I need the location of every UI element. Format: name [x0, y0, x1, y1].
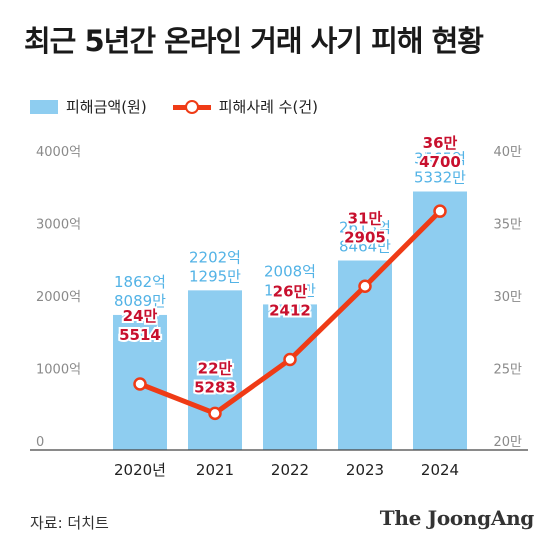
right-axis-tick-label: 35만: [493, 218, 522, 233]
bar-value-label-line1: 1862억: [114, 273, 166, 291]
line-value-label-line1: 36만: [423, 134, 458, 152]
bar-value-label-line1: 2613억: [339, 218, 391, 236]
legend-swatch-bar: [30, 99, 58, 114]
line-value-label-line1: 31만: [348, 209, 383, 227]
bar-amount: [413, 191, 467, 450]
x-axis-category-label: 2021: [196, 461, 234, 479]
legend-label-amount: 피해금액(원): [66, 98, 147, 116]
cases-point: [283, 352, 297, 367]
left-axis-tick-label: 3000억: [36, 218, 81, 233]
cases-point: [433, 204, 447, 218]
cases-point: [133, 377, 147, 391]
bar-value-label-line2: 8089만: [114, 292, 166, 310]
right-axis-tick-label: 40만: [493, 145, 522, 160]
bar-value-label-line2: 5332만: [414, 168, 466, 186]
x-axis-category-label: 2022: [271, 461, 309, 479]
right-axis-tick-label: 30만: [493, 290, 522, 305]
left-axis-tick-label: 0: [36, 435, 44, 450]
line-value-label-line2: 2412: [269, 302, 311, 320]
cases-point: [358, 279, 372, 294]
bar-value-label-line2: 8464만: [339, 237, 391, 255]
right-axis-tick-label: 25만: [493, 363, 522, 378]
x-axis-category-label: 2023: [346, 461, 384, 479]
left-axis-tick-label: 4000억: [36, 145, 81, 160]
legend-item-cases: 피해사례 수(건): [172, 96, 318, 117]
line-value-label-line2: 2905: [344, 228, 386, 246]
source-note: 자료: 더치트: [30, 514, 109, 532]
line-value-label-line2: 5283: [194, 378, 236, 396]
legend: 피해금액(원) 피해사례 수(건): [30, 96, 344, 117]
line-value-label-line2: 5514: [119, 326, 161, 344]
left-axis-tick-label: 2000억: [36, 290, 81, 305]
legend-swatch-line: [172, 99, 211, 114]
bar-value-label-line2: 1812만: [264, 281, 316, 299]
bar-amount: [263, 304, 317, 450]
line-value-label-line1: 26만: [273, 283, 308, 301]
chart-title: 최근 5년간 온라인 거래 사기 피해 현황: [24, 24, 484, 58]
bar-value-label-line2: 1295만: [189, 267, 241, 285]
legend-label-cases: 피해사례 수(건): [218, 98, 318, 116]
bar-value-label-line1: 2202억: [189, 248, 241, 266]
line-value-label-line1: 22만: [198, 359, 233, 377]
bar-value-label-line1: 2008억: [264, 262, 316, 280]
cases-point: [208, 406, 222, 421]
right-axis-tick-label: 20만: [493, 435, 522, 450]
bar-amount: [188, 290, 242, 450]
left-axis-tick-label: 1000억: [36, 363, 81, 378]
bar-value-label-line1: 3565억: [414, 149, 466, 167]
line-value-label-line2: 4700: [419, 153, 461, 171]
x-axis-category-label: 2020년: [114, 461, 166, 479]
legend-item-amount: 피해금액(원): [30, 96, 147, 117]
line-value-label-line1: 24만: [123, 307, 158, 325]
x-axis-category-label: 2024: [421, 461, 459, 479]
brand-logo-text: The JoongAng: [379, 506, 535, 530]
